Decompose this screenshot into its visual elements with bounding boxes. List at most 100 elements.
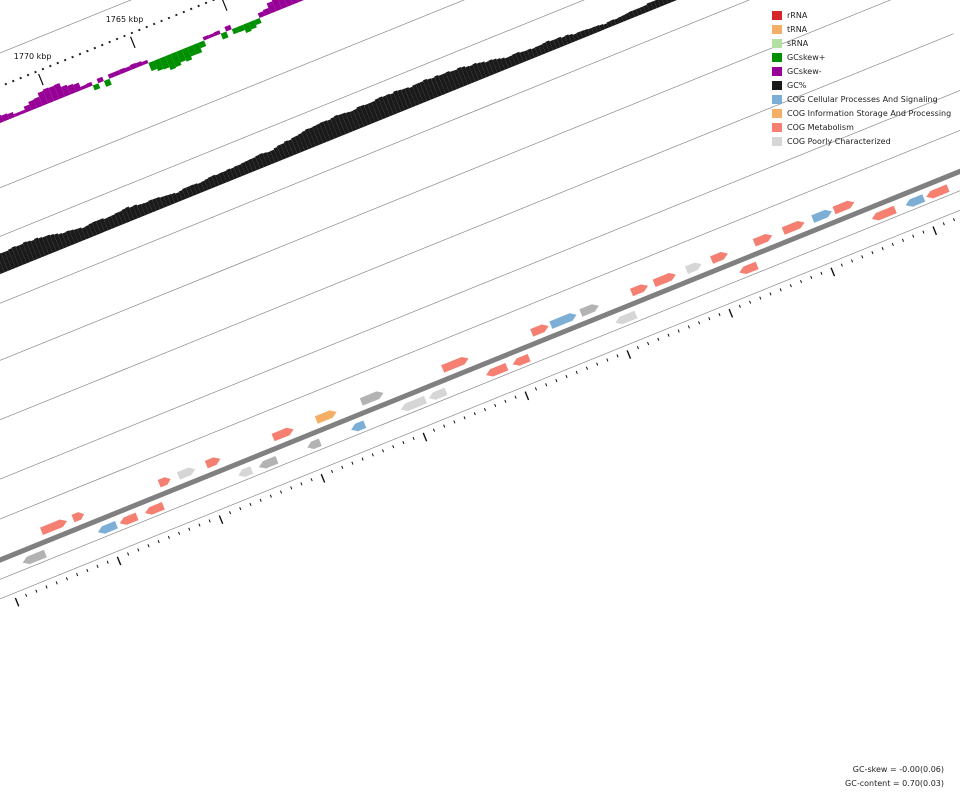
gc-content-bar <box>621 14 628 22</box>
gc-skew-negative-bar <box>28 99 38 111</box>
gc-content-bar <box>248 158 257 172</box>
ruler-tick <box>585 366 588 370</box>
gc-content-bar <box>488 59 498 75</box>
genome-backbone <box>0 168 960 563</box>
ruler-tick <box>483 407 487 412</box>
cds-feature-arrow <box>905 194 926 207</box>
gc-content-bar <box>88 222 98 237</box>
ruler-tick <box>402 440 405 445</box>
ruler-tick <box>198 523 201 527</box>
gc-content-bar <box>280 142 290 159</box>
cds-feature-arrow <box>652 273 676 288</box>
cds-feature-arrow <box>871 205 897 221</box>
ruler-tick <box>851 259 854 263</box>
ruler-dot <box>19 76 22 80</box>
ruler-dot <box>11 79 15 83</box>
gc-content-bar <box>155 196 164 210</box>
ruler-tick <box>25 593 28 597</box>
ruler-dot <box>182 10 186 14</box>
gc-content-bar <box>193 183 201 195</box>
ruler-tick <box>249 502 252 507</box>
gc-skew-positive-bar <box>92 83 101 91</box>
ruler-dot <box>152 22 156 26</box>
ruler-tick <box>239 507 242 511</box>
ruler-tick <box>494 403 497 407</box>
ruler-dot <box>78 52 82 56</box>
ruler-dot <box>26 73 30 77</box>
gc-content-bar <box>553 38 561 49</box>
legend-item-gcskew-plus: GCskew+ <box>772 50 960 64</box>
gc-content-bar <box>237 164 246 177</box>
ruler-tick <box>942 222 945 226</box>
gc-skew-negative-bar <box>53 82 65 100</box>
cds-feature-arrow <box>71 512 85 523</box>
gc-skew-positive-bar <box>153 58 164 72</box>
gc-skew-positive-bar <box>170 51 182 68</box>
legend-swatch <box>772 94 782 104</box>
gc-skew-negative-bar <box>224 24 232 32</box>
gc-skew-negative-bar <box>118 67 127 75</box>
cds-feature-arrow <box>258 456 279 469</box>
gc-content-bar <box>140 202 149 216</box>
ruler-tick <box>392 445 395 449</box>
gc-content-bar <box>62 232 72 247</box>
gc-skew-positive-bar <box>103 78 112 87</box>
gc-skew-negative-bar <box>19 109 27 115</box>
ruler-dot <box>197 4 200 8</box>
gc-content-bar <box>312 125 324 145</box>
gc-content-bar <box>65 230 75 246</box>
cds-feature-arrow <box>351 420 367 432</box>
legend-item-cog-cellular: COG Cellular Processes And Signaling <box>772 92 960 106</box>
ruler-tick <box>647 341 650 346</box>
gc-content-bar <box>367 102 379 123</box>
ruler-tick <box>524 391 530 401</box>
gc-content-bar <box>587 27 594 36</box>
legend-item-srna: sRNA <box>772 36 960 50</box>
gc-skew-negative-bar <box>48 85 60 102</box>
track-rule <box>0 0 892 361</box>
ruler-dot <box>145 25 149 29</box>
gc-content-bar <box>657 0 665 7</box>
track-rule <box>0 0 585 237</box>
gc-skew-positive-bar <box>165 54 177 71</box>
gc-content-bar <box>426 78 439 99</box>
kbp-tick-mark <box>38 73 44 86</box>
gc-skew-positive-bar <box>159 56 170 70</box>
ruler-tick <box>759 296 762 300</box>
gc-content-bar <box>606 20 613 28</box>
cds-feature-arrow <box>684 262 702 274</box>
gc-content-bar <box>583 28 591 37</box>
gc-content-bar <box>438 74 450 94</box>
gc-content-bar <box>561 36 568 46</box>
legend-label: COG Metabolism <box>787 122 854 132</box>
gc-content-bar <box>308 127 320 147</box>
gc-content-bar <box>650 0 657 10</box>
ruler-tick <box>280 490 283 494</box>
gc-skew-negative-bar <box>278 0 288 9</box>
gc-skew-positive-bar <box>198 40 207 49</box>
gc-content-bar <box>211 174 220 187</box>
gc-content-bar <box>226 168 235 181</box>
track-rule <box>0 190 960 580</box>
gc-content-bar <box>58 232 68 249</box>
ruler-tick <box>361 457 364 461</box>
stats-panel: GC-skew = -0.00(0.06) GC-content = 0.70(… <box>845 763 944 791</box>
gc-content-bar <box>258 153 268 168</box>
legend-label: COG Poorly Characterized <box>787 136 891 146</box>
gc-content-bar <box>442 72 454 93</box>
gc-content-bar <box>408 86 420 106</box>
gc-content-bar <box>178 189 187 201</box>
legend-swatch <box>772 66 782 76</box>
gc-content-bar <box>49 233 60 252</box>
kbp-tick-mark <box>222 0 228 11</box>
gc-content-bar <box>30 239 42 259</box>
ruler-tick <box>881 246 884 251</box>
ruler-dot <box>138 28 141 32</box>
gc-content-bar <box>534 45 542 57</box>
gc-skew-negative-bar <box>266 1 277 14</box>
gc-skew-positive-bar <box>248 20 257 30</box>
gc-skew-positive-bar <box>254 17 262 26</box>
gc-skew-negative-bar <box>67 83 77 95</box>
gc-content-bar <box>95 219 105 234</box>
